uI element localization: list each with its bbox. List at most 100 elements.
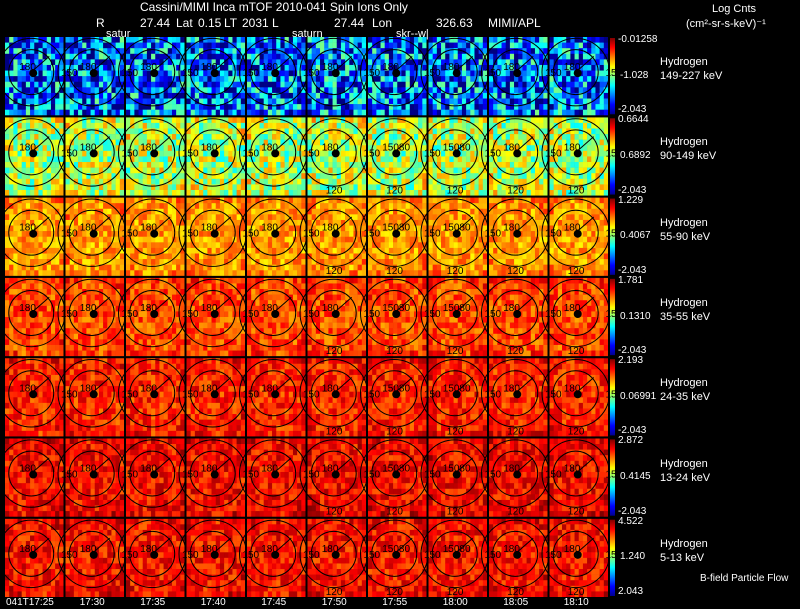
panel-6-0 (5, 518, 64, 598)
bfield-arrow (333, 136, 353, 153)
panel-border (306, 517, 367, 599)
ring-inner (129, 49, 176, 96)
panel-border (4, 276, 65, 358)
panel-border (367, 357, 428, 438)
bfield-arrow (454, 296, 474, 314)
colorbar-0 (610, 38, 615, 115)
colorbar-mid-label: 0.6892 (620, 150, 651, 161)
colorbar-mid-label: 0.1310 (620, 310, 651, 322)
center-dot (513, 309, 522, 318)
bfield-arrow (514, 296, 534, 314)
ring-inner (189, 290, 236, 336)
bfield-arrow (30, 377, 50, 394)
center-dot (392, 69, 401, 78)
time-tick-label: 17:40 (200, 597, 226, 608)
center-dot (573, 229, 582, 238)
panel-border (367, 116, 428, 197)
bfield-arrow (272, 296, 292, 314)
bfield-arrow (91, 537, 111, 555)
panel-border (306, 276, 367, 358)
ring-label-inner: 15080 (382, 464, 410, 475)
ring-label-inner: 180 (201, 303, 218, 314)
plot-title: Cassini/MIMI Inca mTOF 2010-041 Spin Ion… (140, 0, 408, 14)
bfield-arrow (30, 296, 50, 314)
center-dot (331, 69, 340, 78)
bfield-arrow (91, 457, 111, 474)
ring-label-inner: 180 (80, 223, 97, 234)
center-dot (392, 550, 401, 559)
bfield-arrow (514, 457, 534, 474)
ring-label-inner: 180 (140, 223, 157, 234)
ring-label-inner: 180 (322, 464, 339, 475)
panel-5-8 (489, 438, 548, 518)
bfield-arrow (151, 56, 171, 73)
panel-2-3 (186, 197, 246, 277)
ring-label-bottom: 120 (507, 587, 524, 598)
ring-label-bottom: 120 (326, 426, 343, 437)
ring-inner (129, 129, 176, 176)
ring-inner (68, 530, 115, 577)
ring-label-bottom: 120 (507, 426, 524, 437)
ring-label-inner: 180 (80, 303, 97, 314)
lat-value: 0.15 (198, 16, 222, 30)
bfield-arrow (272, 537, 292, 555)
center-dot (331, 229, 340, 238)
bfield-arrow (272, 216, 292, 234)
ring-label-outer: 150 (605, 389, 622, 400)
ring-label-bottom: 120 (507, 186, 524, 197)
ring-label-inner: 180 (261, 464, 278, 475)
ring-inner (129, 370, 176, 417)
colorbar-min-label: -2.043 (618, 345, 647, 357)
ring-label-bottom: 120 (568, 426, 585, 437)
ring-label-inner: 180 (322, 62, 339, 73)
center-dot (331, 390, 340, 399)
ring-inner (68, 370, 115, 417)
ring-label-inner: 180 (201, 383, 218, 394)
bfield-arrow (212, 56, 232, 73)
panel-0-0 (5, 37, 64, 116)
bfield-arrow (272, 377, 292, 394)
colorbar-2 (610, 198, 615, 275)
ring-label-inner: 15080 (443, 142, 471, 153)
species-label: Hydrogen (660, 136, 708, 149)
ring-outer (541, 439, 610, 508)
panel-border (185, 517, 246, 599)
bfield-arrow (212, 457, 232, 474)
ring-inner (552, 49, 599, 96)
center-dot (513, 550, 522, 559)
panel-border (488, 437, 549, 518)
ring-inner (492, 450, 539, 497)
ring-label-inner: 180 (382, 62, 399, 73)
panel-border (185, 196, 246, 277)
center-dot (210, 470, 219, 479)
ring-inner (310, 530, 357, 577)
panel-border (64, 357, 125, 438)
bfield-arrow (393, 56, 413, 73)
ring-label-inner: 180 (261, 62, 278, 73)
panel-border (125, 357, 186, 438)
r-label: R (96, 16, 105, 30)
ring-label-inner: 180 (19, 383, 36, 394)
panel-border (427, 36, 488, 117)
panel-border (185, 276, 246, 358)
ring-inner (492, 129, 539, 176)
ring-label-inner: 180 (322, 142, 339, 153)
colorbar-min-label: -2.043 (618, 184, 647, 196)
panel-5-7 (428, 438, 488, 518)
colorbar-mid-label: 0.4067 (620, 230, 651, 242)
ring-inner (129, 530, 176, 577)
ring-inner (431, 209, 478, 256)
colorbar-4 (610, 359, 615, 436)
ring-label-inner: 15080 (443, 464, 471, 475)
bfield-arrow (514, 216, 534, 234)
panel-4-1 (65, 358, 125, 437)
panel-4-6 (368, 358, 427, 437)
ring-inner (371, 209, 418, 256)
colorbar-min-label: -2.043 (618, 264, 647, 276)
ring-inner (189, 209, 236, 256)
ring-inner (371, 450, 418, 497)
bfield-arrow (91, 136, 111, 153)
center-dot (150, 229, 159, 238)
ring-label-bottom: 120 (326, 346, 343, 357)
colorbar-5 (610, 439, 615, 516)
